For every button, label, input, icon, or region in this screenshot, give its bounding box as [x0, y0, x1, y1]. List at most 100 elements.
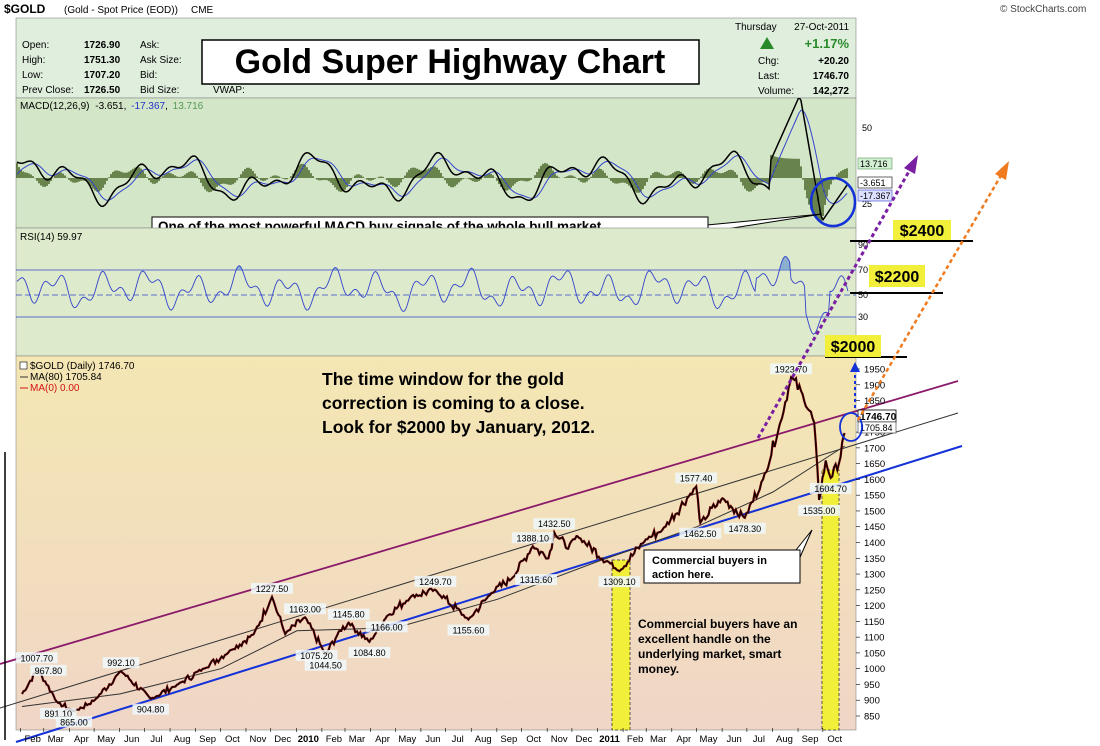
macd-hist-bar: [344, 178, 346, 190]
volume-value: 142,272: [813, 86, 850, 97]
macd-hist-bar: [102, 178, 104, 188]
macd-hist-bar: [646, 178, 648, 182]
price-label-box: [598, 576, 641, 588]
rsi-tick-70: 70: [858, 265, 868, 275]
macd-hist-bar: [698, 178, 700, 180]
rsi-fill-bar: [238, 265, 240, 270]
macd-hist-bar: [438, 169, 440, 178]
macd-hist-bar: [452, 178, 454, 188]
macd-hist-bar: [710, 168, 712, 178]
macd-hist-bar: [474, 178, 476, 182]
macd-hist-bar: [260, 178, 262, 181]
macd-hist-bar: [766, 178, 768, 183]
macd-hist-bar: [626, 178, 628, 184]
price-label-box: [798, 504, 841, 516]
macd-hist-bar: [652, 173, 654, 178]
macd-hist-bar: [360, 175, 362, 178]
x-tick-label: Aug: [776, 734, 793, 745]
macd-hist-bar: [330, 178, 332, 183]
x-tick-label: Oct: [827, 734, 842, 745]
mid-channel-line: [0, 412, 959, 709]
macd-hist-bar: [194, 173, 196, 178]
macd-hist-bar: [140, 168, 142, 178]
price-label: 1227.50: [256, 584, 289, 594]
ma0-legend-text: MA(0) 0.00: [30, 383, 80, 394]
price-label: 967.80: [35, 666, 63, 676]
macd-hist-bar: [776, 157, 778, 178]
macd-tick-25: 25: [862, 199, 872, 209]
macd-hist-bar: [824, 178, 826, 205]
macd-hist-bar: [580, 178, 582, 182]
macd-hist-bar: [286, 178, 288, 180]
macd-hist-bar: [726, 170, 728, 178]
macd-hist-bar: [764, 178, 766, 183]
price-tick-label: 1200: [864, 601, 885, 612]
watermark: © StockCharts.com: [1000, 4, 1086, 15]
x-tick-label: May: [700, 734, 718, 745]
rsi-fill-bar: [779, 266, 782, 270]
macd-hist-bar: [298, 165, 300, 178]
macd-hist-bar: [104, 178, 106, 185]
price-legend-text: $GOLD (Daily) 1746.70: [30, 361, 135, 372]
macd-hist-bar: [596, 169, 598, 178]
macd-hist-bar: [58, 172, 60, 178]
macd-hist-bar: [176, 176, 178, 178]
commercial-note-line-1: Commercial buyers have an: [638, 617, 797, 631]
macd-hist-bar: [460, 178, 462, 181]
macd-tag-hist: [857, 157, 893, 170]
chart-title: Gold Super Highway Chart: [235, 43, 666, 81]
symbol: $GOLD: [4, 2, 46, 16]
macd-hist-bar: [548, 165, 550, 178]
macd-hist-bar: [246, 167, 248, 178]
price-label-box: [132, 703, 169, 715]
macd-hist-bar: [162, 176, 164, 178]
macd-hist-bar: [568, 175, 570, 178]
rsi-legend: RSI(14) 59.97: [20, 232, 83, 243]
macd-hist-bar: [230, 178, 232, 185]
macd-hist-bar: [310, 173, 312, 178]
macd-hist-bar: [588, 178, 590, 180]
macd-hist-bar: [750, 178, 752, 192]
macd-hist-bar: [718, 172, 720, 178]
macd-hist-bar: [44, 178, 46, 187]
macd-hist-bar: [778, 157, 780, 178]
macd-hist-bar: [632, 178, 634, 190]
macd-hist-bar: [192, 171, 194, 178]
macd-hist-bar: [748, 178, 750, 192]
macd-hist-bar: [546, 163, 548, 178]
macd-hist-bar: [152, 178, 154, 184]
orange-projection-line: [856, 171, 1005, 421]
macd-hist-bar: [236, 178, 238, 181]
macd-hist-bar: [584, 178, 586, 183]
bid-size-label: Bid Size:: [140, 85, 179, 96]
price-label-box: [348, 646, 391, 658]
rsi-line: [16, 256, 849, 335]
macd-hist-bar: [80, 178, 82, 181]
macd-hist-bar: [608, 178, 610, 179]
main-note: The time window for the gold correction …: [322, 369, 595, 437]
low-label: Low:: [22, 70, 43, 81]
macd-hist-bar: [204, 178, 206, 190]
macd-hist-bar: [336, 178, 338, 190]
macd-hist-bar: [68, 178, 70, 180]
macd-hist-bar: [740, 178, 742, 182]
macd-hist-bar: [658, 172, 660, 178]
macd-hist-bar: [182, 175, 184, 178]
macd-legend-value: -3.651: [95, 101, 124, 112]
macd-hist-bar: [200, 178, 202, 183]
macd-hist-bar: [724, 171, 726, 178]
macd-hist-bar: [274, 175, 276, 178]
macd-legend: MACD(12,26,9) -3.651, -17.367, 13.716: [20, 101, 204, 112]
macd-hist-bar: [32, 176, 34, 178]
x-tick-label: Feb: [326, 734, 342, 745]
bid-label: Bid:: [140, 70, 157, 81]
symbol-description: (Gold - Spot Price (EOD)): [64, 5, 178, 16]
x-tick-label: Jun: [726, 734, 741, 745]
price-tick-label: 1400: [864, 538, 885, 549]
macd-hist-bar: [334, 178, 336, 188]
macd-hist-bar: [96, 178, 98, 192]
x-tick-label: Mar: [650, 734, 666, 745]
macd-hist-bar: [112, 171, 114, 178]
macd-hist-bar: [786, 158, 788, 178]
macd-hist-bar: [38, 178, 40, 184]
